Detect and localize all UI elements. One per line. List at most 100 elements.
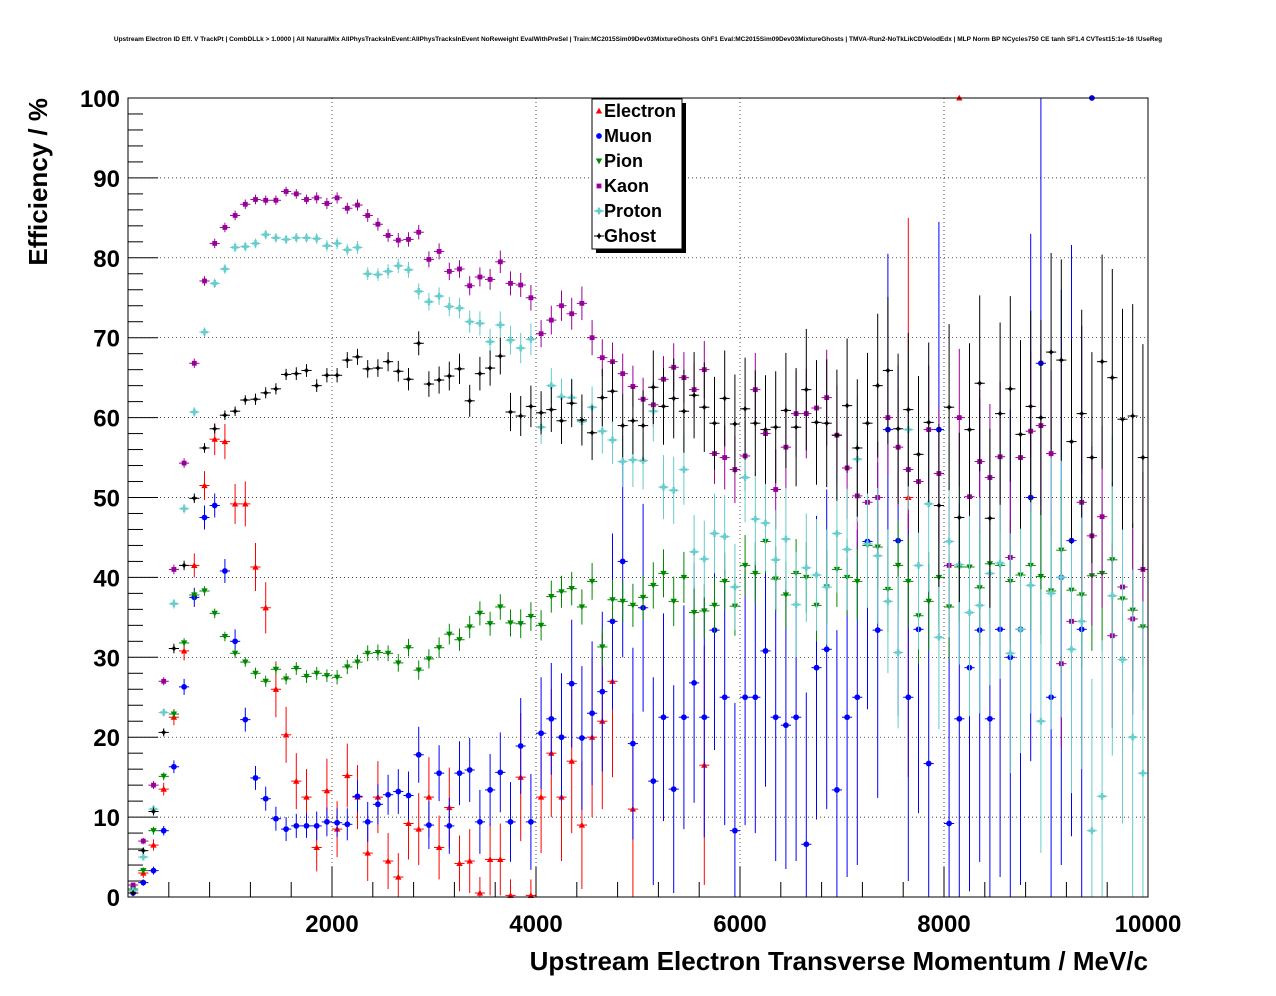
data-point — [466, 857, 473, 864]
data-point — [140, 868, 147, 874]
data-point — [558, 734, 565, 741]
data-point — [527, 402, 535, 410]
data-point — [445, 303, 453, 310]
data-point — [446, 631, 453, 638]
x-axis-label: Upstream Electron Transverse Momentum / … — [530, 946, 1148, 976]
data-point — [894, 649, 902, 656]
data-point — [1027, 582, 1035, 589]
legend-item-kaon: Kaon — [596, 176, 649, 196]
data-point — [313, 670, 320, 677]
data-point — [191, 562, 198, 568]
data-point — [793, 714, 799, 721]
data-point — [282, 676, 290, 683]
data-point — [659, 402, 668, 410]
data-point — [293, 823, 300, 829]
data-point — [231, 244, 239, 251]
data-point — [1057, 574, 1065, 581]
data-point — [813, 571, 820, 579]
data-point — [507, 620, 514, 627]
data-point — [568, 680, 575, 687]
data-point — [1006, 385, 1014, 393]
data-point — [293, 777, 300, 784]
data-point — [364, 270, 372, 278]
data-point — [884, 366, 892, 374]
data-point — [272, 686, 280, 692]
data-point — [863, 419, 872, 427]
data-point — [354, 659, 361, 666]
y-tick-label: 20 — [93, 725, 120, 752]
data-point — [690, 548, 698, 556]
data-point — [426, 822, 432, 828]
data-point — [303, 234, 310, 242]
data-point — [180, 640, 188, 647]
data-point — [772, 556, 780, 564]
data-point — [487, 787, 493, 793]
data-point — [619, 458, 627, 465]
data-point — [1006, 649, 1014, 657]
data-point — [1098, 358, 1106, 366]
data-point — [731, 583, 739, 591]
data-point — [690, 391, 698, 399]
y-tick-label: 80 — [93, 246, 120, 273]
legend-marker — [596, 183, 602, 189]
data-point — [374, 364, 382, 372]
data-point — [150, 867, 157, 874]
data-point — [925, 760, 932, 767]
data-point — [528, 295, 534, 301]
data-point — [742, 694, 748, 701]
data-point — [476, 889, 484, 896]
data-point — [232, 638, 238, 645]
data-point — [578, 604, 586, 611]
data-point — [344, 772, 351, 779]
data-point — [598, 394, 606, 402]
data-point — [180, 505, 188, 513]
data-point — [650, 778, 657, 785]
data-point — [905, 578, 912, 585]
data-point — [354, 244, 361, 251]
legend-item-ghost: Ghost — [594, 226, 656, 246]
legend-label: Ghost — [604, 226, 656, 246]
legend-label: Proton — [604, 201, 662, 221]
data-point — [262, 678, 269, 685]
data-point — [476, 319, 484, 327]
data-point — [711, 530, 718, 537]
y-axis-label: Efficiency / % — [23, 98, 53, 266]
data-point — [343, 246, 351, 254]
data-point — [242, 500, 249, 507]
data-point — [313, 235, 321, 242]
data-point — [456, 637, 463, 643]
data-point — [282, 370, 290, 378]
data-point — [333, 674, 341, 681]
data-point — [547, 382, 555, 389]
legend-label: Pion — [604, 151, 643, 171]
x-tick-label: 6000 — [713, 911, 766, 938]
data-point — [304, 197, 309, 202]
data-point — [528, 819, 534, 825]
data-point — [721, 578, 728, 585]
data-point — [446, 268, 452, 274]
data-point — [415, 667, 422, 674]
data-point — [701, 608, 708, 615]
y-tick-label: 50 — [93, 486, 120, 513]
data-point — [384, 268, 392, 275]
data-point — [384, 857, 392, 864]
data-point — [160, 773, 167, 780]
data-point — [375, 801, 381, 808]
data-point — [242, 659, 249, 666]
data-point — [374, 649, 382, 656]
data-point — [578, 416, 586, 424]
data-point — [435, 844, 443, 851]
data-point — [608, 387, 617, 395]
series-kaon — [128, 186, 1148, 888]
data-point — [262, 795, 269, 802]
data-point — [914, 450, 923, 458]
data-point — [415, 825, 422, 832]
y-tick-label: 100 — [80, 86, 120, 113]
legend-marker — [595, 158, 603, 165]
data-point — [343, 356, 351, 364]
data-point — [497, 604, 504, 611]
data-point — [894, 562, 902, 569]
data-point — [843, 546, 851, 553]
data-point — [283, 826, 289, 832]
data-point — [619, 598, 626, 605]
